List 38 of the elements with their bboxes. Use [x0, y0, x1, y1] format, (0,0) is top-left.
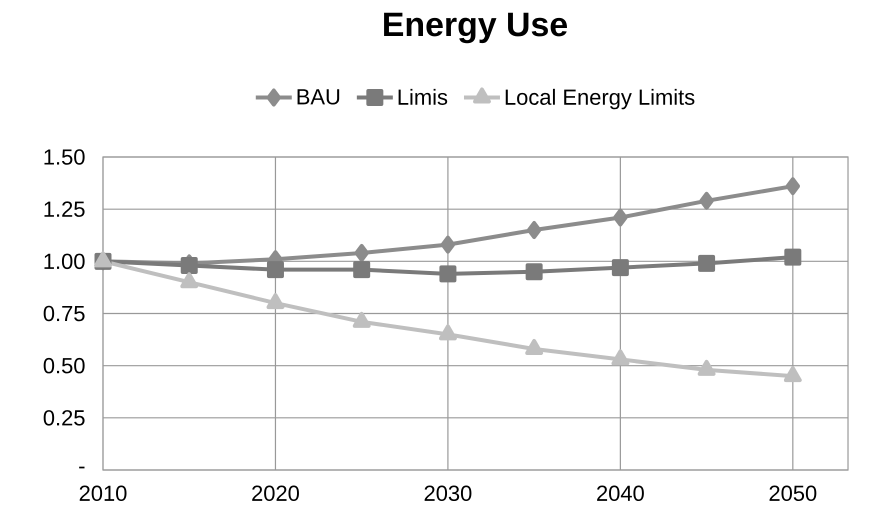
x-tick-label: 2040	[597, 486, 644, 502]
point	[526, 221, 542, 240]
point	[613, 208, 628, 227]
point	[180, 257, 198, 274]
point	[786, 177, 800, 196]
point	[438, 324, 457, 340]
y-tick-label: 0.75	[44, 306, 85, 322]
point	[352, 312, 371, 328]
y-tick-label: 1.00	[44, 254, 85, 270]
point	[698, 360, 716, 376]
point	[784, 366, 802, 382]
x-tick-label: 2030	[424, 486, 472, 502]
point	[611, 349, 630, 366]
point	[525, 338, 544, 355]
x-tick-label: 2050	[770, 486, 816, 502]
y-tick-label: 0.50	[44, 358, 85, 374]
point	[699, 192, 714, 210]
y-tick-label: 1.50	[44, 149, 85, 165]
y-tick-label: -	[79, 466, 85, 468]
y-tick-label: 1.25	[44, 201, 85, 217]
point	[440, 236, 456, 254]
y-tick-label: 0.25	[44, 410, 85, 426]
legend-label: Limis	[398, 88, 448, 105]
point	[784, 248, 802, 266]
x-tick-label: 2010	[80, 486, 127, 502]
point	[698, 254, 716, 272]
point	[354, 244, 369, 262]
point	[353, 261, 370, 278]
point	[526, 263, 543, 280]
point	[266, 261, 284, 278]
point	[180, 272, 198, 288]
x-tick-label: 2020	[252, 486, 299, 502]
point	[266, 293, 284, 310]
point	[439, 265, 456, 282]
legend-label: Local Energy Limits	[506, 88, 694, 110]
chart-title: Energy Use	[384, 12, 568, 44]
point	[612, 259, 629, 276]
legend-label: BAU	[298, 89, 340, 105]
